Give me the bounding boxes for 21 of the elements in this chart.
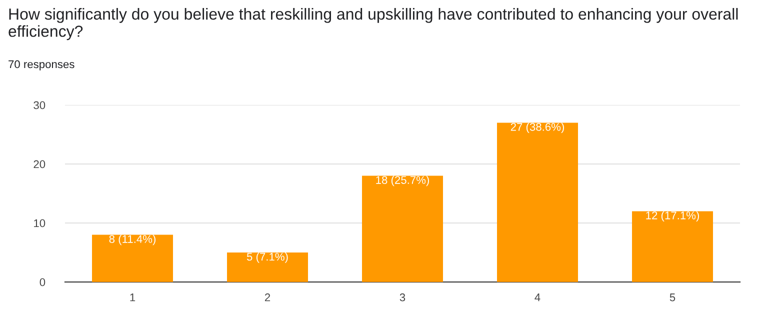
- data-label: 8 (11.4%): [109, 234, 156, 246]
- chart-title: How significantly do you believe that reskilling and upskilling have contributed to enhancing your overall efficiency?: [8, 8, 738, 40]
- y-tick-label: 20: [34, 160, 46, 168]
- data-label: 18 (25.7%): [376, 176, 429, 186]
- x-tick-label: 1: [130, 294, 136, 302]
- bar: [92, 234, 173, 282]
- x-tick-label: 5: [670, 294, 676, 302]
- chart-subtitle: 70 responses: [8, 60, 74, 70]
- data-label: 5 (7.1%): [246, 252, 288, 263]
- y-tick-label: 30: [34, 101, 46, 110]
- bar: [497, 122, 578, 282]
- x-tick-label: 3: [400, 293, 406, 302]
- y-tick-label: 10: [34, 219, 46, 228]
- bar: [362, 176, 443, 282]
- x-tick-label: 4: [534, 294, 540, 302]
- data-label: 27 (38.6%): [510, 122, 564, 134]
- bar: [632, 211, 713, 282]
- x-tick-label: 2: [264, 293, 270, 302]
- data-label: 12 (17.1%): [646, 211, 699, 222]
- y-tick-label: 0: [40, 278, 46, 286]
- bar: [227, 252, 308, 282]
